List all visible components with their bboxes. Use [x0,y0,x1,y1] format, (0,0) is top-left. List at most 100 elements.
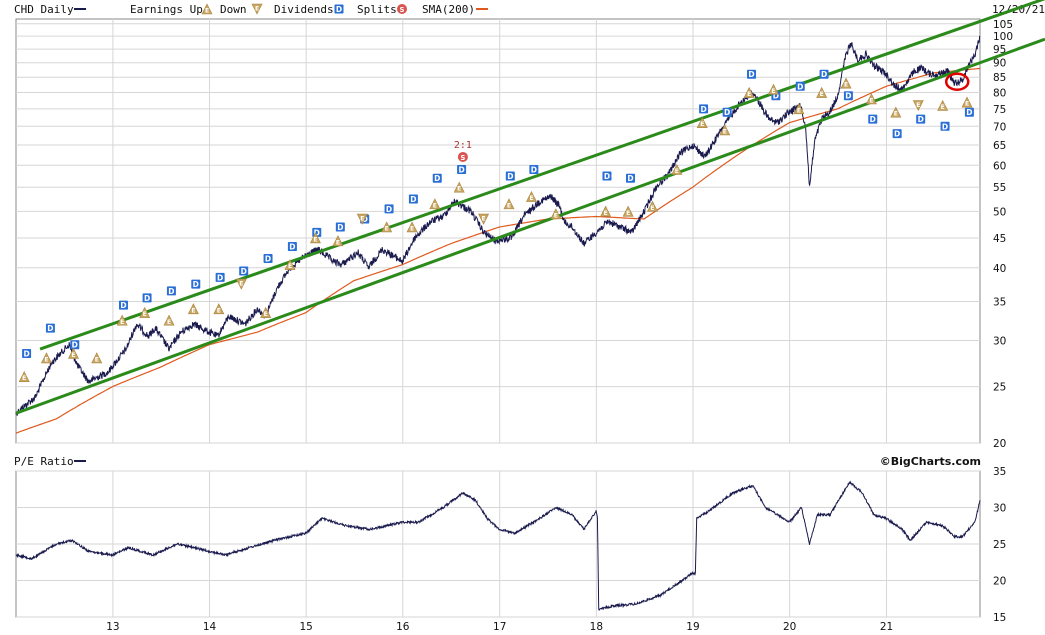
svg-text:D: D [724,108,730,117]
svg-text:D: D [604,172,610,181]
earnings-up-marker: E [647,200,658,212]
x-axis: 13 14 15 16 17 18 19 20 21 [106,621,893,633]
svg-text:E: E [313,236,317,243]
dividend-marker: D [215,272,225,282]
svg-text:E: E [507,202,511,209]
svg-text:E: E [747,91,751,98]
earnings-up-marker: E [503,198,515,209]
svg-text:D: D [627,174,633,183]
svg-text:D: D [289,243,295,252]
earnings-up-marker: E [429,198,441,209]
svg-text:D: D [918,115,924,124]
svg-text:E: E [95,356,99,363]
sma-200-line [15,67,981,434]
price-y-tick-80: 80 [993,88,1006,100]
earnings-up-marker: E [816,86,828,98]
x-tick-label-20: 20 [783,621,796,633]
pe-legend-label: P/E Ratio [14,455,74,468]
earnings-up-marker: E [284,258,296,270]
svg-text:E: E [529,195,533,202]
svg-text:E: E [239,281,243,288]
earnings-up-marker: E [937,99,949,111]
earnings-up-marker: E [865,93,877,104]
price-y-tick-45: 45 [993,233,1006,245]
legend-earnings-up-label: Earnings Up [130,3,203,16]
svg-text:D: D [748,70,754,79]
earnings-up-marker: E [696,117,708,128]
earnings-down-marker: E [356,213,368,225]
x-tick-label-14: 14 [203,621,217,633]
price-y-tick-60: 60 [993,160,1006,172]
svg-text:E: E [71,352,75,359]
dividend-marker: D [916,114,926,124]
svg-text:E: E [44,356,48,363]
dividend-marker: D [940,121,950,131]
svg-text:D: D [773,92,779,101]
x-tick-label-17: 17 [493,621,506,633]
earnings-up-marker: E [767,83,779,95]
earnings-down-marker: E [478,213,490,225]
svg-text:E: E [255,6,259,13]
earnings-up-marker: E [18,370,30,382]
earnings-up-marker: E [406,221,418,232]
earnings-up-marker: E [163,314,175,326]
price-plot-frame [15,18,981,444]
svg-text:D: D [966,108,972,117]
dividend-marker: D [408,194,418,204]
earnings-down-marker: E [912,100,924,112]
dividend-marker: D [868,114,878,124]
brand-watermark: ©BigCharts.com [880,455,981,468]
earnings-up-marker: E [671,163,683,175]
dividend-marker: D [263,253,273,263]
pe-y-tick-20: 20 [993,576,1006,588]
dividend-marker: D [142,293,152,303]
earnings-up-marker: E [139,306,151,318]
price-y-tick-75: 75 [993,104,1006,116]
earnings-up-marker: E [453,181,465,193]
x-tick-label-18: 18 [590,621,603,633]
svg-text:E: E [360,216,364,223]
legend: CHD Daily Earnings Up E Down E Dividends… [14,3,1045,16]
svg-text:D: D [217,273,223,282]
earnings-up-marker: E [793,103,805,114]
price-y-tick-90: 90 [993,58,1006,70]
svg-text:E: E [482,216,486,223]
price-y-tick-100: 100 [993,31,1013,43]
svg-text:E: E [844,82,848,89]
pe-layer [15,480,981,611]
highlight-circle [944,72,970,91]
dividend-marker: D [118,300,128,310]
svg-text:S: S [460,154,465,162]
pe-y-tick-35: 35 [993,466,1006,478]
price-y-tick-50: 50 [993,206,1006,218]
event-marker-layer: DDDDDDDDDDDDDDDDDDDDDDDDDDDDDDDDDDEEEEEE… [18,69,974,382]
svg-text:E: E [554,212,558,219]
svg-text:D: D [942,122,948,131]
price-y-tick-25: 25 [993,382,1006,394]
svg-text:D: D [821,70,827,79]
earnings-up-marker: E [187,303,199,314]
earnings-up-marker: E [309,232,321,243]
svg-text:E: E [675,168,679,175]
price-y-tick-30: 30 [993,335,1006,347]
x-tick-label-15: 15 [299,621,312,633]
earnings-up-marker: E [550,208,562,219]
earnings-up-marker: E [332,235,344,246]
dividend-marker: D [602,171,612,181]
svg-text:E: E [700,121,704,128]
dividend-marker: D [843,91,853,101]
legend-earnings-down-icon: E [251,3,263,15]
price-y-tick-20: 20 [993,438,1006,450]
earnings-up-marker: E [961,96,973,108]
split-ratio-label: 2:1 [454,140,472,151]
dividend-marker: D [335,222,345,232]
svg-text:S: S [399,6,404,14]
svg-text:E: E [626,210,630,217]
price-y-tick-105: 105 [993,19,1013,31]
svg-text:E: E [22,375,26,382]
dividend-marker: D [191,279,201,289]
svg-text:E: E [433,202,437,209]
